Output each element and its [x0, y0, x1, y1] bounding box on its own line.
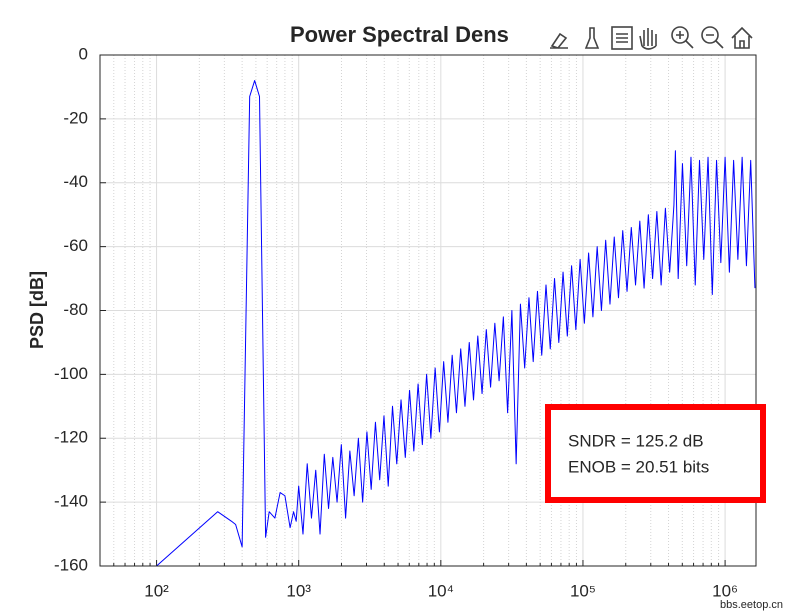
annotation: SNDR = 125.2 dB: [568, 431, 704, 450]
pan-tool[interactable]: [639, 28, 657, 50]
zoom-in-tool[interactable]: [671, 26, 694, 49]
y-tick-label: -160: [54, 555, 88, 574]
chart-title: Power Spectral Dens: [290, 22, 509, 47]
zoom-out-tool[interactable]: [701, 26, 724, 49]
y-tick-label: -20: [63, 108, 88, 127]
psd-line: [156, 80, 756, 567]
y-tick-label: 0: [79, 44, 88, 63]
watermark: bbs.eetop.cn: [720, 599, 783, 611]
y-tick-label: -40: [63, 172, 88, 191]
x-tick-label: 10⁵: [570, 581, 596, 600]
y-tick-label: -60: [63, 236, 88, 255]
toolbar: [550, 26, 753, 50]
home-tool[interactable]: [731, 26, 753, 49]
x-tick-label: 10²: [144, 581, 169, 600]
annotation-box: [545, 404, 766, 503]
brush-tool[interactable]: [550, 32, 568, 49]
data-tips-tool[interactable]: [584, 27, 600, 49]
x-tick-label: 10⁶: [712, 581, 738, 600]
x-tick-label: 10³: [286, 581, 311, 600]
annotation: ENOB = 20.51 bits: [568, 457, 709, 476]
marks: [156, 80, 756, 567]
y-tick-label: -80: [63, 300, 88, 319]
y-tick-label: -140: [54, 492, 88, 511]
y-tick-label: -100: [54, 364, 88, 383]
axes-box: [99, 54, 757, 567]
y-tick-label: -120: [54, 428, 88, 447]
y-axis-label: PSD [dB]: [27, 271, 47, 349]
x-tick-label: 10⁴: [428, 581, 454, 600]
legend-tool[interactable]: [611, 26, 633, 50]
